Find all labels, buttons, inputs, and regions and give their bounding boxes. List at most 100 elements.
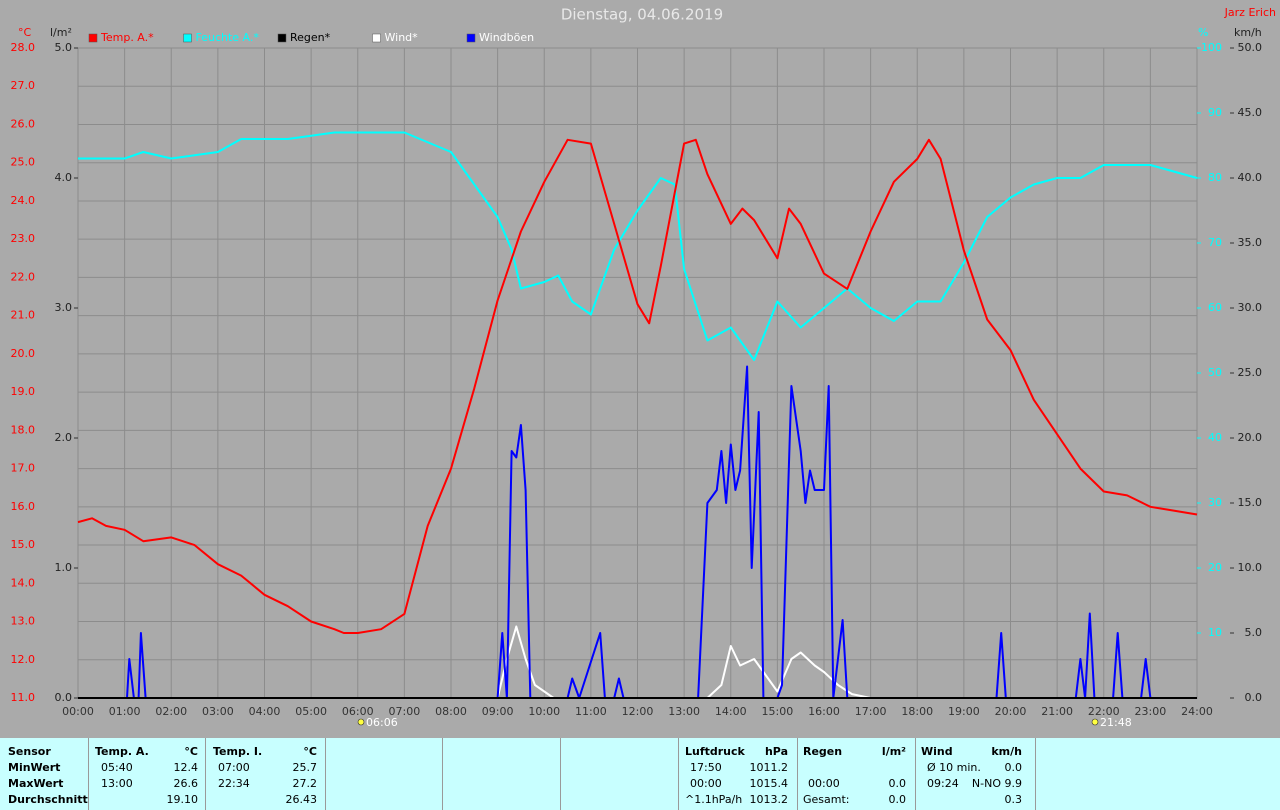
series-line [78, 365, 1197, 699]
x-tick-label: 07:00 [389, 705, 421, 718]
row-label: MinWert [8, 761, 61, 774]
rain-tick-label: 2.0 [55, 431, 73, 444]
wind-tick-label: 25.0 [1238, 366, 1263, 379]
wind-tick-label: 0.0 [1245, 691, 1263, 704]
legend-label: Wind* [385, 31, 419, 44]
cell: 26.6 [173, 777, 199, 790]
y-tick-label: 22.0 [11, 270, 36, 283]
cell: 26.43 [285, 793, 318, 806]
sunrise: 06:06 [366, 716, 398, 729]
x-tick-label: 02:00 [155, 705, 187, 718]
separator [797, 738, 798, 810]
col-unit: °C [303, 745, 317, 758]
y-tick-label: 14.0 [11, 576, 36, 589]
x-tick-label: 06:00 [342, 705, 374, 718]
cell: Gesamt: [803, 793, 850, 806]
x-tick-label: 17:00 [855, 705, 887, 718]
series-line [78, 131, 1198, 361]
row-label: Durchschnitt [8, 793, 88, 806]
y-tick-label: 15.0 [11, 538, 36, 551]
x-tick-label: 19:00 [948, 705, 980, 718]
y-tick-label: 12.0 [11, 653, 36, 666]
y-tick-label: 26.0 [11, 117, 36, 130]
chart-title: Dienstag, 04.06.2019 [561, 6, 723, 24]
cell: ^1.1hPa/h [685, 793, 743, 806]
col-header: Temp. A. [95, 745, 149, 758]
legend-label: Regen* [290, 31, 331, 44]
wind-tick-label: 40.0 [1238, 171, 1263, 184]
legend-swatch [372, 33, 381, 43]
y2-tick-label: 60 [1208, 301, 1222, 314]
legend-label: Temp. A.* [100, 31, 154, 44]
x-tick-label: 04:00 [249, 705, 281, 718]
y2-tick-label: 70 [1208, 236, 1222, 249]
series-line [78, 625, 1197, 699]
cell: 13:00 [101, 777, 133, 790]
y2-tick-label: 20 [1208, 561, 1222, 574]
x-tick-label: 15:00 [762, 705, 794, 718]
legend-swatch [466, 33, 476, 43]
y-tick-label: 28.0 [11, 41, 36, 54]
col-unit: km/h [991, 745, 1022, 758]
legend-label: Feuchte A.* [196, 31, 260, 44]
x-tick-label: 09:00 [482, 705, 514, 718]
cell: 1011.2 [749, 761, 789, 774]
col-header: Luftdruck [685, 745, 745, 758]
cell: 1013.2 [749, 793, 789, 806]
y-tick-label: 20.0 [11, 347, 36, 360]
x-tick-label: 24:00 [1181, 705, 1213, 718]
wind-tick-label: 15.0 [1238, 496, 1263, 509]
cell: 05:40 [101, 761, 133, 774]
cell: 0.3 [1004, 793, 1023, 806]
cell: 07:00 [218, 761, 250, 774]
rain-tick-label: 1.0 [55, 561, 73, 574]
y-unit: °C [18, 26, 32, 39]
row-label: MaxWert [8, 777, 64, 790]
sunset: 21:48 [1100, 716, 1132, 729]
cell: 0.0 [888, 793, 907, 806]
separator [88, 738, 89, 810]
separator [678, 738, 679, 810]
legend-swatch [88, 33, 98, 43]
y2-tick-label: 50 [1208, 366, 1222, 379]
cell: 09:24 [927, 777, 959, 790]
x-tick-label: 08:00 [435, 705, 467, 718]
wind-unit: km/h [1234, 26, 1262, 39]
x-tick-label: 23:00 [1135, 705, 1167, 718]
sunrise-icon [357, 718, 365, 726]
author: Jarz Erich [1224, 6, 1276, 19]
rain-unit: l/m² [50, 26, 72, 39]
separator [205, 738, 206, 810]
y-tick-label: 11.0 [11, 691, 36, 704]
cell: 00:00 [690, 777, 722, 790]
wind-tick-label: 5.0 [1245, 626, 1263, 639]
cell: 17:50 [690, 761, 722, 774]
wind-tick-label: 30.0 [1238, 301, 1263, 314]
x-tick-label: 22:00 [1088, 705, 1120, 718]
rain-tick-label: 3.0 [55, 301, 73, 314]
separator [325, 738, 326, 810]
x-tick-label: 12:00 [622, 705, 654, 718]
cell: 00:00 [808, 777, 840, 790]
sunset-icon [1091, 718, 1099, 726]
legend-label: Windböen [479, 31, 534, 44]
x-tick-label: 05:00 [295, 705, 327, 718]
y2-tick-label: 100 [1201, 41, 1222, 54]
row-label: Sensor [8, 745, 51, 758]
x-tick-label: 10:00 [528, 705, 560, 718]
cell: 1015.4 [749, 777, 789, 790]
col-header: Wind [921, 745, 953, 758]
stats-table: Sensor MinWert MaxWert Durchschnitt Temp… [0, 738, 1280, 810]
y2-unit: % [1198, 26, 1208, 39]
y2-tick-label: 80 [1208, 171, 1222, 184]
x-tick-label: 13:00 [668, 705, 700, 718]
cell: 0.0 [1004, 761, 1023, 774]
col-header: Regen [803, 745, 843, 758]
x-tick-label: 21:00 [1041, 705, 1073, 718]
y2-tick-label: 30 [1208, 496, 1222, 509]
wind-tick-label: 20.0 [1238, 431, 1263, 444]
y-tick-label: 27.0 [11, 79, 36, 92]
y-tick-label: 18.0 [11, 423, 36, 436]
wind-tick-label: 35.0 [1238, 236, 1263, 249]
